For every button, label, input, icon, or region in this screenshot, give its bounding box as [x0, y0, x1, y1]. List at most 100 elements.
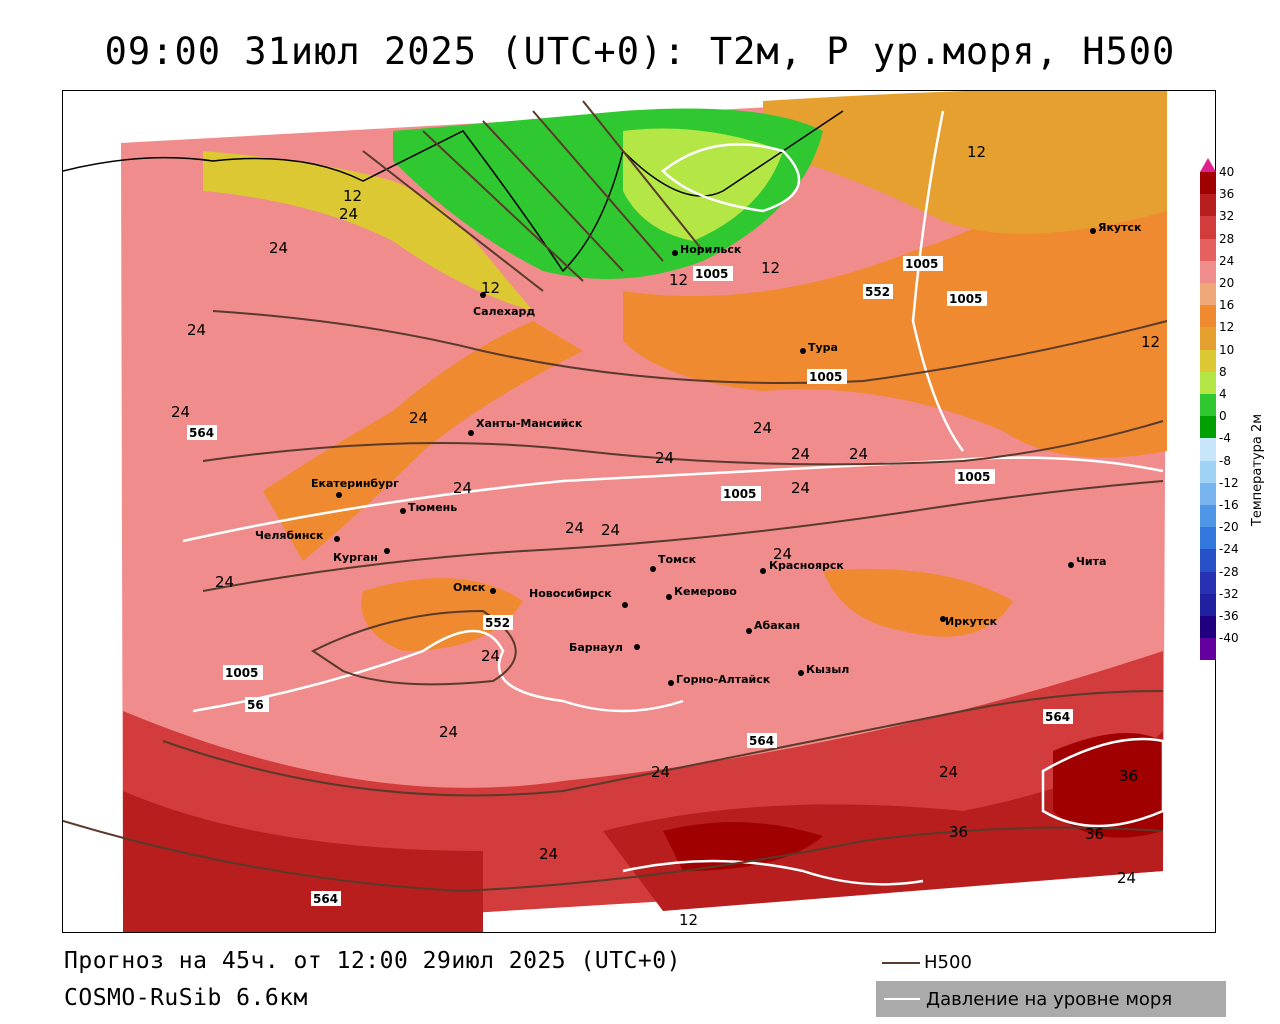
isotherm-label: 12 — [1141, 333, 1160, 351]
colorbar-tick-label: 28 — [1219, 231, 1235, 246]
yellow-north-coast — [203, 151, 533, 311]
city-label-kurgan: Курган — [333, 551, 378, 564]
isotherm-label: 36 — [1119, 767, 1138, 785]
isotherm-label: 24 — [481, 647, 500, 665]
city-label-krasnoyarsk: Красноярск — [769, 559, 844, 572]
isotherm-label: 24 — [849, 445, 868, 463]
colorbar-tick-label: 36 — [1219, 187, 1235, 202]
isotherm-label: 24 — [339, 205, 358, 223]
map-title: 09:00 31июл 2025 (UTC+0): T2м, P ур.моря… — [104, 30, 1176, 73]
isotherm-label: 24 — [773, 545, 792, 563]
h500-label: 552 — [485, 616, 510, 630]
isotherm-label: 24 — [601, 521, 620, 539]
map-panel: 12 12 24 24 12 24 24 24 24 24 24 24 24 2… — [62, 90, 1216, 933]
colorbar-swatch — [1200, 283, 1216, 306]
isotherm-label: 24 — [269, 239, 288, 257]
h500-contours — [63, 100, 1168, 893]
isotherm-label: 24 — [651, 763, 670, 781]
isotherm-label: 24 — [1117, 869, 1136, 887]
colorbar-tick-label: -32 — [1219, 586, 1239, 601]
colorbar-swatch — [1200, 305, 1216, 328]
isotherm-label: 24 — [939, 763, 958, 781]
pressure-label: 1005 — [809, 370, 842, 384]
pressure-label: 1005 — [695, 267, 728, 281]
isotherm-label: 36 — [949, 823, 968, 841]
h500-label: 564 — [313, 892, 338, 906]
legend-h500: H500 — [882, 952, 972, 973]
isotherm-label: 12 — [343, 187, 362, 205]
colorbar-tick-label: 32 — [1219, 209, 1235, 224]
forecast-info: Прогноз на 45ч. от 12:00 29июл 2025 (UTC… — [64, 948, 681, 974]
colorbar-tick-label: 16 — [1219, 298, 1235, 313]
h500-label: 564 — [749, 734, 774, 748]
h500-label: 564 — [1045, 710, 1070, 724]
colorbar-swatch — [1200, 172, 1216, 195]
colorbar-swatch — [1200, 371, 1216, 394]
city-label-abakan: Абакан — [754, 619, 800, 632]
colorbar-swatch — [1200, 194, 1216, 217]
colorbar-swatch — [1200, 349, 1216, 372]
isotherm-label: 12 — [761, 259, 780, 277]
colorbar-tick-label: 40 — [1219, 165, 1235, 179]
legend-h500-label: H500 — [924, 952, 972, 973]
city-label-omsk: Омск — [453, 581, 486, 594]
yellow-northeast — [763, 91, 1167, 234]
isotherm-label: 12 — [481, 279, 500, 297]
colorbar-tick-label: -20 — [1219, 520, 1239, 535]
coastline — [63, 110, 844, 273]
colorbar-swatch — [1200, 238, 1216, 261]
colorbar-tick-label: 20 — [1219, 276, 1235, 290]
colorbar-swatch — [1200, 593, 1216, 616]
isotherm-label: 12 — [679, 911, 698, 929]
city-label-novosibirsk: Новосибирск — [529, 587, 612, 600]
isotherm-labels: 12 12 24 24 12 24 24 24 24 24 24 24 24 2… — [171, 143, 1160, 929]
pressure-label: 1005 — [957, 470, 990, 484]
colorbar-swatch — [1200, 571, 1216, 594]
colorbar-tick-label: -12 — [1219, 475, 1239, 490]
isotherm-label: 24 — [753, 419, 772, 437]
city-label-khanty-mansiysk: Ханты-Мансийск — [476, 417, 583, 430]
legend-pressure: Давление на уровне моря — [876, 981, 1226, 1017]
colorbar-swatch — [1200, 327, 1216, 350]
light-green-taimyr — [623, 128, 783, 241]
colorbar-swatch — [1200, 438, 1216, 461]
colorbar-tick-label: 12 — [1219, 320, 1235, 335]
legend-pressure-label: Давление на уровне моря — [926, 989, 1173, 1010]
colorbar-swatch — [1200, 416, 1216, 439]
colorbar-tick-label: -24 — [1219, 542, 1239, 557]
isotherm-label: 24 — [409, 409, 428, 427]
colorbar-tick-label: -28 — [1219, 564, 1239, 579]
colorbar-tick-label: 24 — [1219, 253, 1235, 268]
city-label-barnaul: Барнаул — [569, 641, 623, 654]
pressure-label: 1005 — [723, 487, 756, 501]
colorbar-tick-label: -4 — [1219, 431, 1231, 446]
city-label-irkutsk: Иркутск — [945, 615, 998, 628]
city-label-tyumen: Тюмень — [408, 501, 457, 514]
city-label-chelyabinsk: Челябинск — [255, 529, 324, 542]
colorbar-tick-label: 10 — [1219, 342, 1235, 357]
isotherm-label: 24 — [791, 479, 810, 497]
colorbar-tick-label: 8 — [1219, 364, 1227, 379]
isotherm-label: 24 — [215, 573, 234, 591]
colorbar-swatch — [1200, 260, 1216, 283]
city-label-tomsk: Томск — [658, 553, 697, 566]
pressure-label: 1005 — [949, 292, 982, 306]
isotherm-label: 24 — [655, 449, 674, 467]
city-label-yekaterinburg: Екатеринбург — [311, 477, 399, 490]
model-name: COSMO-RuSib 6.6км — [64, 985, 308, 1011]
isotherm-label: 24 — [171, 403, 190, 421]
colorbar-tick-label: -16 — [1219, 498, 1239, 512]
colorbar-swatch — [1200, 616, 1216, 639]
city-label-chita: Чита — [1076, 555, 1106, 568]
colorbar-swatch — [1200, 394, 1216, 417]
city-label-norilsk: Норильск — [680, 243, 742, 256]
pressure-isobars — [182, 110, 1165, 886]
colorbar-swatch — [1200, 460, 1216, 483]
isotherm-label: 36 — [1085, 825, 1104, 843]
extreme-hot-south — [663, 822, 823, 871]
colorbar-swatch — [1200, 638, 1216, 661]
orange-west-band — [263, 321, 583, 561]
city-label-gorno-altaysk: Горно-Алтайск — [676, 673, 771, 686]
h500-label-boxes: 552 564 564 564 564 552 56 — [187, 284, 1073, 906]
pressure-line-swatch — [884, 998, 920, 1000]
